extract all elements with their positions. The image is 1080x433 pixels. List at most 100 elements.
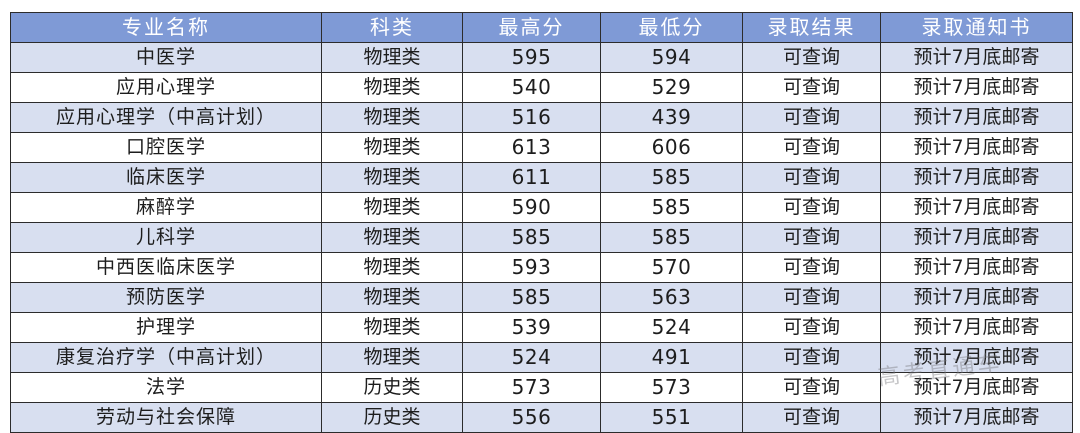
table-row: 应用心理学（中高计划） 物理类 516 439 可查询 预计7月底邮寄 — [10, 102, 1073, 133]
cell-min: 585 — [600, 192, 743, 223]
column-header-category: 科类 — [321, 12, 463, 43]
cell-min: 606 — [600, 132, 743, 163]
cell-min: 585 — [600, 162, 743, 193]
cell-notice: 预计7月底邮寄 — [880, 372, 1073, 403]
admission-scores-table: 专业名称 科类 最高分 最低分 录取结果 录取通知书 中医学 物理类 595 594 可… — [10, 12, 1073, 433]
cell-major: 临床医学 — [10, 162, 322, 193]
table-header: 专业名称 科类 最高分 最低分 录取结果 录取通知书 — [10, 12, 1073, 43]
cell-max: 524 — [462, 342, 601, 373]
cell-category: 物理类 — [321, 192, 463, 223]
cell-category: 物理类 — [321, 342, 463, 373]
table-row: 儿科学 物理类 585 585 可查询 预计7月底邮寄 — [10, 222, 1073, 253]
cell-max: 593 — [462, 252, 601, 283]
table-row: 护理学 物理类 539 524 可查询 预计7月底邮寄 — [10, 312, 1073, 343]
cell-max: 540 — [462, 72, 601, 103]
cell-category: 物理类 — [321, 132, 463, 163]
cell-notice: 预计7月底邮寄 — [880, 132, 1073, 163]
cell-major: 劳动与社会保障 — [10, 402, 322, 433]
cell-result: 可查询 — [742, 72, 881, 103]
cell-max: 556 — [462, 402, 601, 433]
cell-min: 529 — [600, 72, 743, 103]
column-header-min: 最低分 — [600, 12, 743, 43]
cell-major: 康复治疗学（中高计划） — [10, 342, 322, 373]
cell-result: 可查询 — [742, 252, 881, 283]
cell-major: 口腔医学 — [10, 132, 322, 163]
cell-notice: 预计7月底邮寄 — [880, 312, 1073, 343]
cell-major: 应用心理学（中高计划） — [10, 102, 322, 133]
cell-max: 585 — [462, 222, 601, 253]
column-header-notice: 录取通知书 — [880, 12, 1073, 43]
cell-category: 物理类 — [321, 102, 463, 133]
cell-notice: 预计7月底邮寄 — [880, 402, 1073, 433]
cell-category: 物理类 — [321, 162, 463, 193]
cell-category: 物理类 — [321, 252, 463, 283]
cell-result: 可查询 — [742, 42, 881, 73]
table-row: 法学 历史类 573 573 可查询 预计7月底邮寄 — [10, 372, 1073, 403]
cell-max: 539 — [462, 312, 601, 343]
cell-notice: 预计7月底邮寄 — [880, 42, 1073, 73]
cell-major: 麻醉学 — [10, 192, 322, 223]
table-row: 康复治疗学（中高计划） 物理类 524 491 可查询 预计7月底邮寄 — [10, 342, 1073, 373]
cell-notice: 预计7月底邮寄 — [880, 282, 1073, 313]
cell-result: 可查询 — [742, 312, 881, 343]
cell-category: 物理类 — [321, 42, 463, 73]
cell-max: 613 — [462, 132, 601, 163]
cell-major: 中医学 — [10, 42, 322, 73]
cell-major: 护理学 — [10, 312, 322, 343]
cell-max: 585 — [462, 282, 601, 313]
table-row: 中医学 物理类 595 594 可查询 预计7月底邮寄 — [10, 42, 1073, 73]
cell-notice: 预计7月底邮寄 — [880, 342, 1073, 373]
table-row: 口腔医学 物理类 613 606 可查询 预计7月底邮寄 — [10, 132, 1073, 163]
cell-notice: 预计7月底邮寄 — [880, 162, 1073, 193]
cell-min: 594 — [600, 42, 743, 73]
cell-notice: 预计7月底邮寄 — [880, 222, 1073, 253]
cell-result: 可查询 — [742, 342, 881, 373]
cell-min: 439 — [600, 102, 743, 133]
cell-max: 590 — [462, 192, 601, 223]
cell-max: 611 — [462, 162, 601, 193]
cell-notice: 预计7月底邮寄 — [880, 102, 1073, 133]
cell-result: 可查询 — [742, 102, 881, 133]
cell-notice: 预计7月底邮寄 — [880, 252, 1073, 283]
cell-min: 563 — [600, 282, 743, 313]
cell-result: 可查询 — [742, 162, 881, 193]
table-body: 中医学 物理类 595 594 可查询 预计7月底邮寄 应用心理学 物理类 540 529 可查询预… — [10, 42, 1073, 433]
column-header-max: 最高分 — [462, 12, 601, 43]
cell-major: 预防医学 — [10, 282, 322, 313]
cell-result: 可查询 — [742, 222, 881, 253]
cell-max: 595 — [462, 42, 601, 73]
cell-notice: 预计7月底邮寄 — [880, 192, 1073, 223]
cell-category: 历史类 — [321, 402, 463, 433]
table-row: 临床医学 物理类 611 585 可查询 预计7月底邮寄 — [10, 162, 1073, 193]
column-header-result: 录取结果 — [742, 12, 881, 43]
cell-category: 历史类 — [321, 372, 463, 403]
cell-result: 可查询 — [742, 192, 881, 223]
column-header-major: 专业名称 — [10, 12, 322, 43]
table-row: 中西医临床医学 物理类 593 570 可查询 预计7月底邮寄 — [10, 252, 1073, 283]
cell-min: 573 — [600, 372, 743, 403]
cell-major: 中西医临床医学 — [10, 252, 322, 283]
cell-notice: 预计7月底邮寄 — [880, 72, 1073, 103]
cell-major: 儿科学 — [10, 222, 322, 253]
table-row: 应用心理学 物理类 540 529 可查询 预计7月底邮寄 — [10, 72, 1073, 103]
cell-min: 570 — [600, 252, 743, 283]
cell-max: 516 — [462, 102, 601, 133]
cell-category: 物理类 — [321, 222, 463, 253]
table-row: 麻醉学 物理类 590 585 可查询 预计7月底邮寄 — [10, 192, 1073, 223]
table-row: 劳动与社会保障 历史类 556 551 可查询 预计7月底邮寄 — [10, 402, 1073, 433]
cell-result: 可查询 — [742, 372, 881, 403]
cell-category: 物理类 — [321, 312, 463, 343]
cell-min: 524 — [600, 312, 743, 343]
cell-result: 可查询 — [742, 282, 881, 313]
table-row: 预防医学 物理类 585 563 可查询 预计7月底邮寄 — [10, 282, 1073, 313]
header-row: 专业名称 科类 最高分 最低分 录取结果 录取通知书 — [10, 12, 1073, 43]
cell-major: 应用心理学 — [10, 72, 322, 103]
cell-category: 物理类 — [321, 72, 463, 103]
cell-min: 551 — [600, 402, 743, 433]
cell-result: 可查询 — [742, 402, 881, 433]
cell-min: 585 — [600, 222, 743, 253]
cell-result: 可查询 — [742, 132, 881, 163]
cell-major: 法学 — [10, 372, 322, 403]
cell-min: 491 — [600, 342, 743, 373]
cell-max: 573 — [462, 372, 601, 403]
